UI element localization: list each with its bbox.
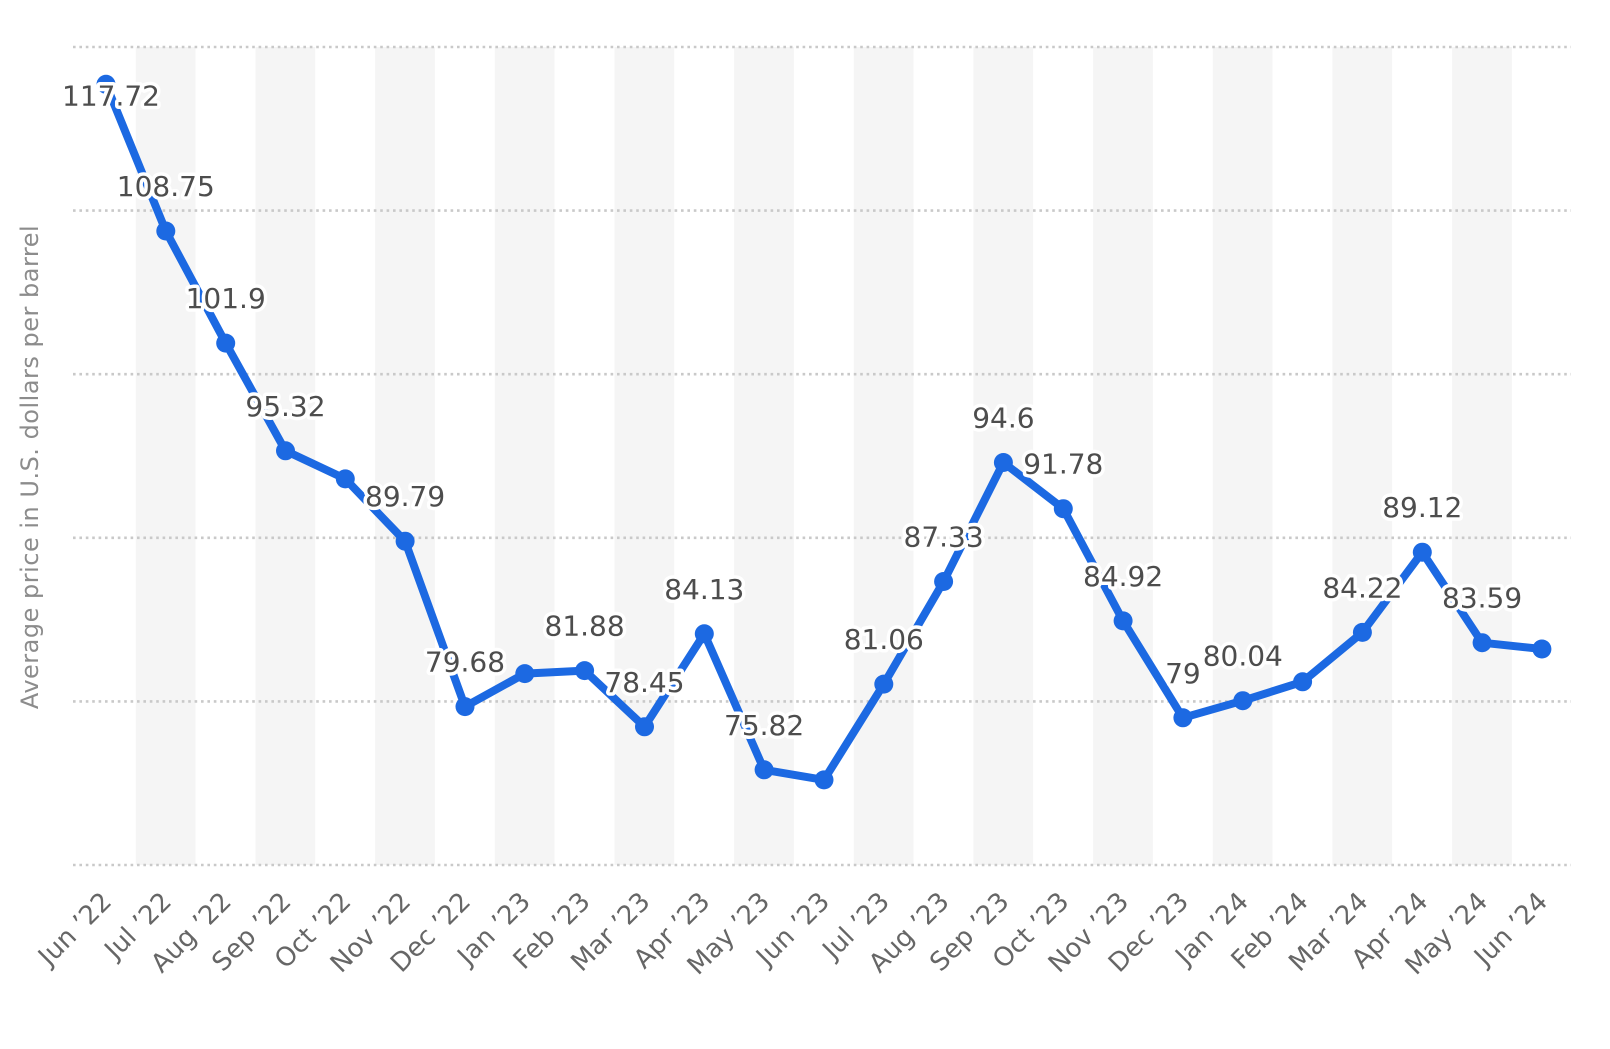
month-band (1392, 47, 1453, 865)
y-axis-title: Average price in U.S. dollars per barrel (16, 225, 44, 709)
data-point-label: 79.68 (425, 646, 505, 679)
month-band (1332, 47, 1393, 865)
data-point-marker[interactable] (1173, 708, 1193, 728)
month-band (195, 47, 256, 865)
data-point-labels: 117.72 108.75 101.9 95.32 89.79 79.68 81.88 78.… (59, 76, 1526, 745)
data-point-marker[interactable] (934, 572, 954, 591)
data-point-label: 91.78 (1023, 448, 1103, 481)
data-point-marker[interactable] (1472, 633, 1492, 653)
data-point-marker[interactable] (395, 531, 415, 551)
x-axis-label: Jun ’22 (32, 887, 118, 973)
data-point-label: 101.9 (186, 282, 266, 315)
month-band (1093, 47, 1153, 865)
month-band (1152, 47, 1213, 865)
data-point-label: 117.72 (62, 79, 160, 112)
month-band (375, 47, 435, 865)
month-band (614, 47, 675, 865)
month-band (435, 47, 495, 865)
data-point-marker[interactable] (515, 664, 535, 684)
data-point-marker[interactable] (1053, 499, 1073, 519)
data-point-label: 87.33 (904, 521, 984, 554)
data-point-label: 75.82 (724, 709, 804, 742)
gridlines (73, 45, 1571, 867)
data-point-label: 84.92 (1083, 560, 1163, 593)
data-point-marker[interactable] (993, 453, 1013, 472)
data-point-markers (96, 74, 1552, 790)
data-point-marker[interactable] (156, 221, 176, 241)
data-point-label: 84.13 (664, 573, 744, 606)
data-point-marker[interactable] (216, 333, 236, 353)
data-point-label: 83.59 (1442, 582, 1522, 615)
month-band (853, 47, 914, 865)
data-point-label: 81.88 (545, 610, 625, 643)
month-band (554, 47, 615, 865)
month-band (1511, 47, 1572, 865)
data-point-label: 79 (1165, 657, 1201, 690)
month-band (76, 47, 136, 865)
data-point-marker[interactable] (1233, 691, 1253, 711)
month-band (315, 47, 376, 865)
month-band (1452, 47, 1512, 865)
data-point-label: 84.22 (1322, 571, 1402, 604)
month-band (734, 47, 794, 865)
month-band (794, 47, 854, 865)
month-band (913, 47, 974, 865)
data-point-marker[interactable] (1293, 672, 1313, 692)
data-point-label: 80.04 (1203, 640, 1283, 673)
data-point-label: 81.06 (844, 623, 924, 656)
data-point-marker[interactable] (1532, 639, 1552, 659)
month-band (1212, 47, 1273, 865)
data-point-marker[interactable] (754, 760, 774, 780)
data-point-label: 78.45 (604, 666, 684, 699)
data-point-marker[interactable] (276, 441, 295, 461)
data-point-marker[interactable] (1352, 622, 1372, 642)
data-point-marker[interactable] (635, 717, 654, 737)
data-point-marker[interactable] (1412, 542, 1432, 562)
data-point-label: 108.75 (117, 170, 215, 203)
data-point-marker[interactable] (575, 661, 595, 681)
data-point-marker[interactable] (455, 697, 475, 717)
data-point-marker[interactable] (335, 469, 355, 489)
month-band (1272, 47, 1333, 865)
data-point-label: 89.79 (365, 480, 445, 513)
data-point-marker[interactable] (874, 674, 894, 694)
data-point-label: 95.32 (245, 390, 325, 423)
data-point-marker[interactable] (814, 770, 834, 790)
month-band (674, 47, 735, 865)
month-band (1033, 47, 1094, 865)
plot-background-bands (76, 47, 1572, 865)
data-point-marker[interactable] (1113, 611, 1133, 631)
data-point-label: 94.6 (972, 402, 1034, 435)
data-point-marker[interactable] (694, 624, 714, 644)
data-point-marker[interactable] (96, 74, 116, 94)
data-point-label: 89.12 (1382, 491, 1462, 524)
month-band (494, 47, 555, 865)
